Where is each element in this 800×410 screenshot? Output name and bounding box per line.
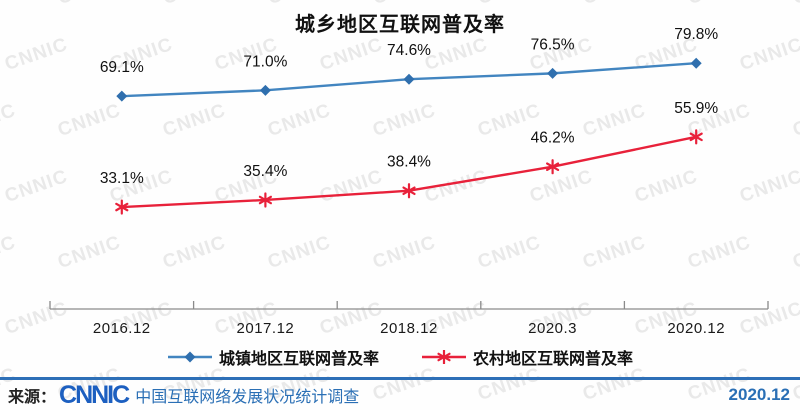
urban-series-marker-icon [167, 351, 212, 363]
svg-text:2017.12: 2017.12 [237, 320, 295, 337]
svg-text:74.6%: 74.6% [387, 42, 431, 59]
legend: 城镇地区互联网普及率 农村地区互联网普及率 [0, 345, 800, 369]
legend-label-rural: 农村地区互联网普及率 [473, 351, 634, 368]
svg-text:38.4%: 38.4% [387, 154, 431, 171]
svg-text:33.1%: 33.1% [100, 170, 144, 187]
svg-text:2016.12: 2016.12 [93, 320, 151, 337]
rural-series-marker-icon [422, 350, 466, 364]
svg-text:55.9%: 55.9% [674, 100, 718, 117]
svg-text:2020.12: 2020.12 [667, 320, 725, 337]
svg-text:35.4%: 35.4% [243, 163, 287, 180]
svg-text:46.2%: 46.2% [531, 130, 575, 147]
legend-item-urban: 城镇地区互联网普及率 [167, 345, 379, 369]
legend-label-urban: 城镇地区互联网普及率 [218, 351, 379, 368]
survey-name: 中国互联网络发展状况统计调查 [135, 389, 360, 406]
report-date: 2020.12 [728, 385, 790, 404]
svg-text:79.8%: 79.8% [674, 26, 718, 43]
svg-text:69.1%: 69.1% [100, 59, 144, 76]
legend-item-rural: 农村地区互联网普及率 [421, 345, 633, 369]
svg-text:71.0%: 71.0% [243, 53, 287, 70]
chart-title: 城乡地区互联网普及率 [295, 14, 505, 36]
svg-text:76.5%: 76.5% [531, 36, 575, 53]
svg-text:2018.12: 2018.12 [380, 320, 438, 337]
svg-text:2020.3: 2020.3 [528, 320, 577, 337]
source-label: 来源： [8, 389, 57, 406]
footer: 来源： CNNIC 中国互联网络发展状况统计调查 2020.12 [0, 377, 800, 410]
line-chart: 2016.12 2017.12 2018.12 2020.3 2020.12 69.1% 7… [49, 26, 769, 337]
cnnic-logo: CNNIC [59, 380, 130, 409]
